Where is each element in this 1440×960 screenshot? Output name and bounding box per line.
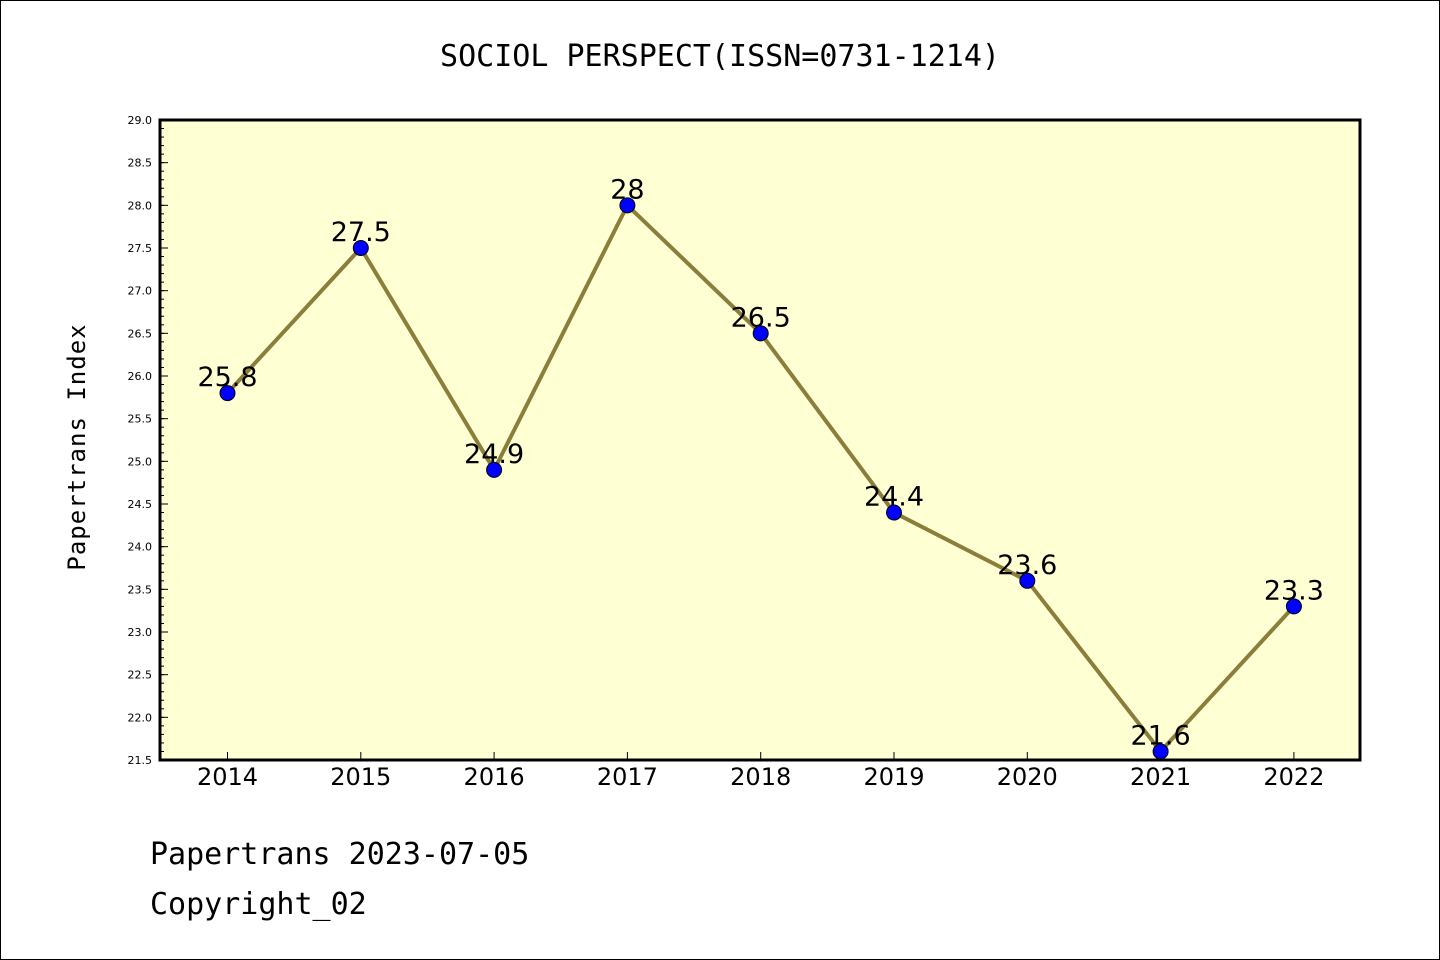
y-axis: 21.5 22.0 22.5 23.0 23.5 24.0 24.5 25.0 25.5 26.0… <box>128 114 168 767</box>
data-point <box>219 385 236 402</box>
data-point <box>752 325 769 342</box>
plot-area <box>158 118 1362 762</box>
y-tick-label: 24.0 <box>128 541 153 554</box>
x-tick-label: 2017 <box>597 763 658 791</box>
x-tick-label: 2016 <box>464 763 525 791</box>
y-tick-label: 28.0 <box>128 199 153 212</box>
x-tick-label: 2020 <box>997 763 1058 791</box>
y-tick-label: 28.5 <box>128 157 153 170</box>
x-tick-label: 2014 <box>197 763 258 791</box>
x-tick-label: 2019 <box>863 763 924 791</box>
y-tick-label: 25.0 <box>128 455 153 468</box>
y-tick-label: 22.5 <box>128 669 153 682</box>
x-tick-label: 2022 <box>1263 763 1324 791</box>
y-tick-label: 24.5 <box>128 498 153 511</box>
y-tick-label: 26.5 <box>128 327 153 340</box>
footer-date: Papertrans 2023-07-05 <box>150 837 529 872</box>
y-tick-label: 27.5 <box>128 242 153 255</box>
data-point <box>619 197 636 214</box>
data-point <box>886 504 902 521</box>
y-tick-label: 23.0 <box>128 626 153 639</box>
y-tick-label: 27.0 <box>128 285 153 298</box>
y-tick-label: 25.5 <box>128 413 153 426</box>
x-tick-label: 2021 <box>1130 763 1191 791</box>
data-point <box>352 240 369 256</box>
data-point <box>486 461 503 478</box>
y-axis-label: Papertrans Index <box>63 323 91 570</box>
data-point <box>1019 572 1036 589</box>
y-tick-label: 22.0 <box>128 711 153 724</box>
x-axis: 2014 2015 2016 2017 2018 2019 2020 2021 2022 <box>197 752 1324 791</box>
x-tick-label: 2015 <box>330 763 391 791</box>
y-tick-label: 23.5 <box>128 583 153 596</box>
y-tick-label: 29.0 <box>128 114 153 127</box>
y-tick-label: 26.0 <box>128 370 153 383</box>
footer-copyright: Copyright_02 <box>150 887 367 922</box>
x-tick-label: 2018 <box>730 763 791 791</box>
chart-title: SOCIOL PERSPECT(ISSN=0731-1214) <box>440 39 1000 74</box>
data-point <box>1152 743 1169 760</box>
data-point <box>1285 598 1302 615</box>
y-tick-label: 21.5 <box>128 754 153 767</box>
